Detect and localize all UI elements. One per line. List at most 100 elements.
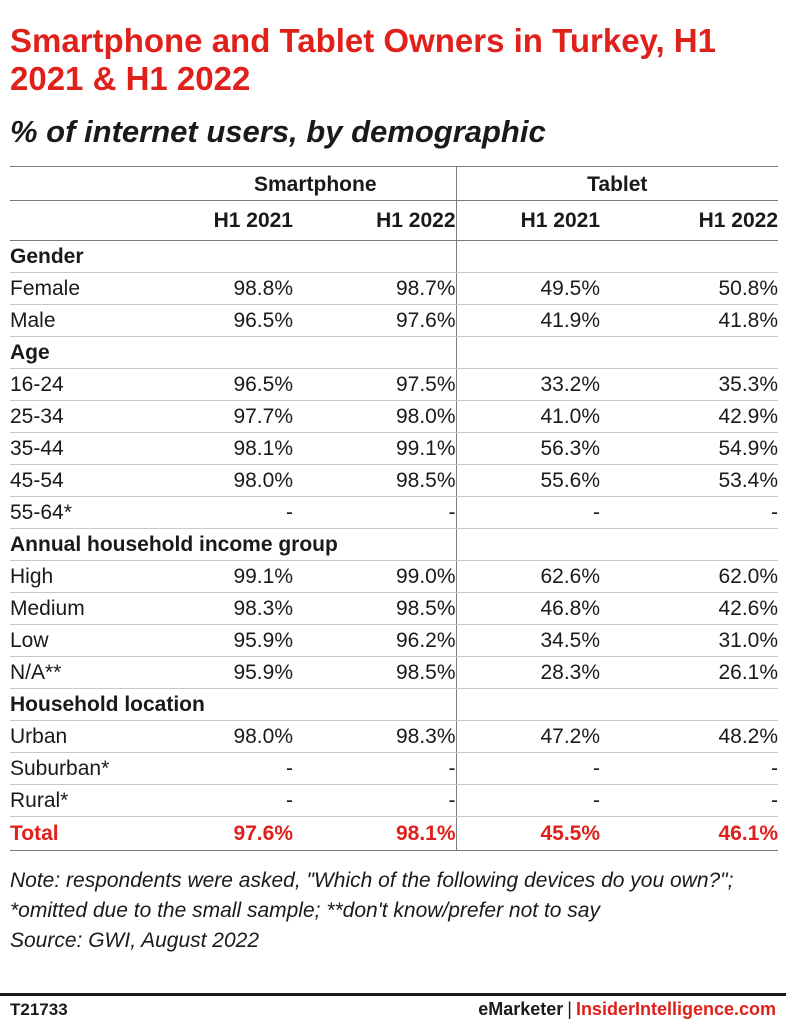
brand-emarketer: eMarketer	[478, 999, 564, 1019]
data-table: Smartphone Tablet H1 2021 H1 2022 H1 202…	[10, 167, 779, 851]
table-row: 45-54 98.0% 98.5% 55.6% 53.4%	[10, 464, 779, 497]
row-label: Low	[10, 624, 175, 657]
value-cell: 47.2%	[455, 720, 601, 753]
value-cell: 54.9%	[600, 432, 779, 465]
section-filler	[455, 688, 779, 721]
row-label: Female	[10, 272, 175, 305]
chart-code: T21733	[10, 1000, 68, 1019]
value-cell: 41.9%	[455, 304, 601, 337]
value-cell: 55.6%	[455, 464, 601, 497]
row-label: 45-54	[10, 464, 175, 497]
value-cell: -	[175, 784, 293, 817]
column-header: H1 2021	[175, 200, 293, 241]
table-row: Urban 98.0% 98.3% 47.2% 48.2%	[10, 720, 779, 753]
table-row: Male 96.5% 97.6% 41.9% 41.8%	[10, 304, 779, 337]
footnote: Note: respondents were asked, "Which of …	[10, 866, 780, 956]
corner-cell	[10, 200, 175, 241]
table-row: 16-24 96.5% 97.5% 33.2% 35.3%	[10, 368, 779, 401]
row-label: 35-44	[10, 432, 175, 465]
value-cell: 98.8%	[175, 272, 293, 305]
column-header: H1 2022	[293, 200, 457, 241]
value-cell: 97.6%	[293, 304, 457, 337]
column-header: H1 2022	[600, 200, 779, 241]
value-cell: -	[175, 496, 293, 529]
section-label: Annual household income group	[10, 528, 457, 561]
value-cell: 99.1%	[293, 432, 457, 465]
value-cell: 53.4%	[600, 464, 779, 497]
brand-credit: eMarketer | InsiderIntelligence.com	[478, 999, 776, 1020]
value-cell: 31.0%	[600, 624, 779, 657]
value-cell: 98.0%	[175, 720, 293, 753]
value-cell: 98.3%	[175, 592, 293, 625]
row-label: High	[10, 560, 175, 593]
group-header-tablet: Tablet	[455, 167, 779, 201]
value-cell: 50.8%	[600, 272, 779, 305]
value-cell: 98.3%	[293, 720, 457, 753]
section-label: Gender	[10, 240, 457, 273]
value-cell: 96.5%	[175, 368, 293, 401]
table-row: Rural* - - - -	[10, 784, 779, 817]
group-header-smartphone: Smartphone	[175, 167, 457, 201]
value-cell: -	[600, 496, 779, 529]
value-cell: 98.0%	[175, 464, 293, 497]
value-cell: 62.0%	[600, 560, 779, 593]
value-cell: -	[455, 752, 601, 785]
table-row: Suburban* - - - -	[10, 752, 779, 785]
value-cell: 33.2%	[455, 368, 601, 401]
value-cell: 99.0%	[293, 560, 457, 593]
value-cell: -	[293, 752, 457, 785]
value-cell: 41.8%	[600, 304, 779, 337]
value-cell: 49.5%	[455, 272, 601, 305]
value-cell: 96.2%	[293, 624, 457, 657]
section-filler	[455, 528, 779, 561]
value-cell: 97.7%	[175, 400, 293, 433]
value-cell: 99.1%	[175, 560, 293, 593]
value-cell: 97.6%	[175, 816, 293, 851]
section-row: Household location	[10, 688, 779, 721]
value-cell: -	[600, 752, 779, 785]
row-label: Male	[10, 304, 175, 337]
table-row: Medium 98.3% 98.5% 46.8% 42.6%	[10, 592, 779, 625]
table-row: Female 98.8% 98.7% 49.5% 50.8%	[10, 272, 779, 305]
value-cell: 46.8%	[455, 592, 601, 625]
value-cell: 96.5%	[175, 304, 293, 337]
column-header-row: H1 2021 H1 2022 H1 2021 H1 2022	[10, 200, 779, 241]
table-row: Low 95.9% 96.2% 34.5% 31.0%	[10, 624, 779, 657]
value-cell: 41.0%	[455, 400, 601, 433]
row-label: 25-34	[10, 400, 175, 433]
value-cell: 98.5%	[293, 656, 457, 689]
row-label: Urban	[10, 720, 175, 753]
value-cell: 98.1%	[293, 816, 457, 851]
value-cell: -	[175, 752, 293, 785]
group-header-row: Smartphone Tablet	[10, 167, 779, 201]
value-cell: 98.1%	[175, 432, 293, 465]
section-filler	[455, 336, 779, 369]
value-cell: -	[293, 496, 457, 529]
value-cell: -	[455, 784, 601, 817]
column-header: H1 2021	[455, 200, 601, 241]
table-row: 55-64* - - - -	[10, 496, 779, 529]
value-cell: 26.1%	[600, 656, 779, 689]
value-cell: 45.5%	[455, 816, 601, 851]
source-text: Source: GWI, August 2022	[10, 929, 260, 952]
section-filler	[455, 240, 779, 273]
value-cell: 42.6%	[600, 592, 779, 625]
row-label: Medium	[10, 592, 175, 625]
section-row: Age	[10, 336, 779, 369]
row-label: Total	[10, 816, 175, 851]
table-row: 25-34 97.7% 98.0% 41.0% 42.9%	[10, 400, 779, 433]
total-row: Total 97.6% 98.1% 45.5% 46.1%	[10, 816, 779, 851]
section-row: Gender	[10, 240, 779, 273]
value-cell: 98.0%	[293, 400, 457, 433]
table-row: N/A** 95.9% 98.5% 28.3% 26.1%	[10, 656, 779, 689]
value-cell: 28.3%	[455, 656, 601, 689]
top-rule	[10, 166, 778, 167]
row-label: Suburban*	[10, 752, 175, 785]
section-label: Household location	[10, 688, 457, 721]
value-cell: 98.5%	[293, 592, 457, 625]
table-row: 35-44 98.1% 99.1% 56.3% 54.9%	[10, 432, 779, 465]
value-cell: 98.7%	[293, 272, 457, 305]
value-cell: 42.9%	[600, 400, 779, 433]
row-label: N/A**	[10, 656, 175, 689]
chart-subtitle: % of internet users, by demographic	[10, 114, 546, 149]
